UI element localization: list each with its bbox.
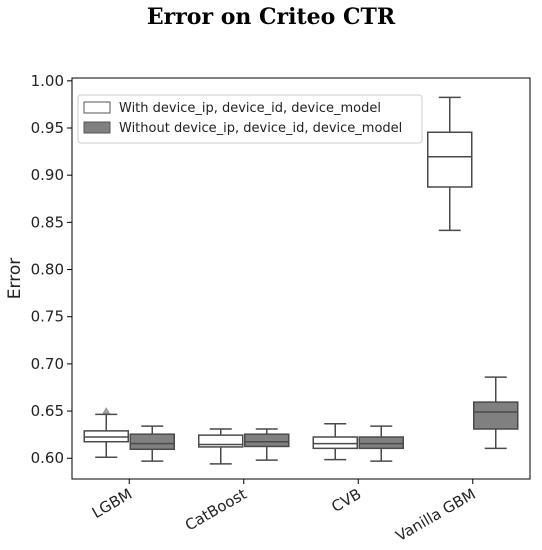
box-without-catboost — [244, 428, 290, 461]
plot-area — [71, 77, 531, 480]
x-tick-label: CatBoost — [182, 485, 250, 535]
box-without-vanilla-gbm — [473, 376, 519, 450]
y-tick-label: 0.60 — [31, 449, 64, 467]
chart-title: Error on Criteo CTR — [146, 4, 396, 30]
box-with-vanilla-gbm — [427, 96, 473, 232]
y-tick-label: 1.00 — [31, 72, 64, 90]
x-tick-label: LGBM — [89, 485, 135, 522]
box-iqr — [312, 436, 358, 450]
x-axis-ticks: LGBM CatBoost CVB Vanilla GBM — [89, 479, 479, 545]
box-with-lgbm — [83, 407, 129, 459]
legend-frame — [77, 94, 423, 144]
box-with-cvb — [312, 423, 358, 461]
box-without-cvb — [358, 425, 404, 462]
box-iqr — [198, 434, 244, 448]
box-iqr — [427, 131, 473, 188]
box-iqr — [244, 433, 290, 448]
legend-label-without-device: Without device_ip, device_id, device_mod… — [119, 121, 402, 136]
y-tick-label: 0.80 — [31, 261, 64, 279]
y-tick-label: 0.70 — [31, 355, 64, 373]
legend-swatch-with-device — [83, 101, 111, 114]
legend-swatch-without-device — [83, 121, 111, 134]
x-tick-label: CVB — [328, 485, 364, 516]
box-iqr — [473, 401, 519, 430]
y-tick-label: 0.95 — [31, 119, 64, 137]
x-tick-label: Vanilla GBM — [393, 485, 479, 545]
box-series — [83, 96, 519, 465]
y-axis-label: Error — [5, 258, 25, 299]
legend-label-with-device: With device_ip, device_id, device_model — [119, 101, 381, 116]
y-tick-label: 0.75 — [31, 308, 64, 326]
outlier-point — [102, 407, 110, 414]
y-axis-ticks: 0.60 0.65 0.70 0.75 0.80 0.85 0.90 0.95 1.00 — [31, 72, 72, 467]
box-iqr — [358, 436, 404, 450]
box-with-catboost — [198, 428, 244, 465]
y-tick-label: 0.90 — [31, 166, 64, 184]
y-tick-label: 0.85 — [31, 213, 64, 231]
legend: With device_ip, device_id, device_model … — [77, 94, 423, 144]
box-iqr — [129, 433, 175, 451]
y-tick-label: 0.65 — [31, 402, 64, 420]
box-without-lgbm — [129, 425, 175, 462]
